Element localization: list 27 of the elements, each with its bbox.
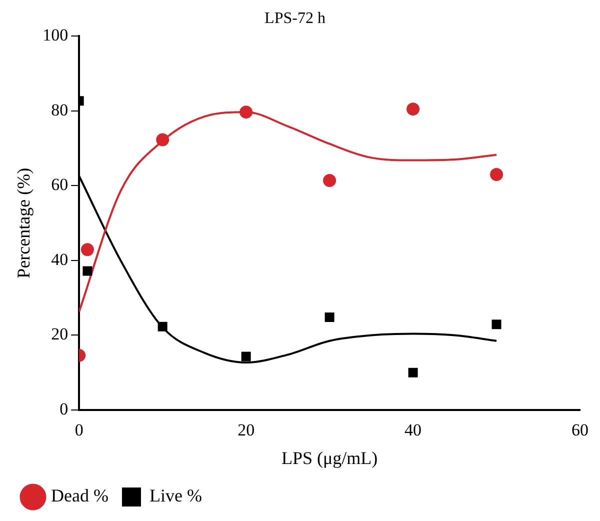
point [240, 106, 253, 119]
x-tick-label: 20 [238, 420, 255, 440]
y-tick-label: 40 [51, 250, 68, 269]
point [324, 312, 334, 322]
chart-title: LPS-72 h [264, 10, 326, 27]
y-tick-label: 80 [51, 100, 68, 120]
x-tick-label: 40 [404, 420, 422, 440]
point [156, 133, 170, 146]
point [80, 243, 94, 256]
y-tick-label: 20 [51, 324, 68, 344]
x-tick-label: 60 [572, 420, 588, 440]
legend-label: Live % [149, 486, 202, 506]
y-axis-title: Percentage (%) [14, 168, 34, 278]
point [492, 320, 502, 330]
x-axis-title: LPS (μg/mL) [281, 448, 378, 468]
y-tick-label: 100 [42, 26, 68, 45]
point [323, 174, 336, 187]
x-tick-label: 0 [74, 420, 84, 440]
y-tick-label: 60 [51, 175, 68, 194]
point [408, 368, 418, 378]
y-tick-label: 0 [60, 399, 68, 418]
point [158, 322, 168, 332]
point [241, 352, 251, 362]
point [406, 102, 420, 116]
legend-label: Dead % [51, 486, 108, 506]
point [82, 266, 92, 276]
point [490, 168, 504, 182]
